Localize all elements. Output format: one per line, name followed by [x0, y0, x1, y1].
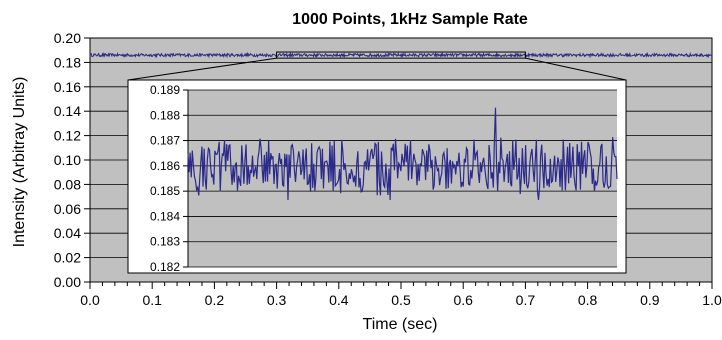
x-tick-label: 0.8 [578, 292, 598, 308]
x-tick-label: 1.0 [702, 292, 722, 308]
y-tick-label: 0.14 [54, 103, 81, 119]
inset-y-tick-label: 0.185 [150, 184, 180, 198]
inset-y-tick-label: 0.187 [150, 134, 180, 148]
y-tick-label: 0.00 [54, 274, 81, 290]
x-tick-label: 0.6 [453, 292, 473, 308]
inset-plot-area [188, 90, 617, 267]
x-tick-label: 0.4 [329, 292, 349, 308]
zoom-connector-right [525, 57, 627, 81]
y-axis-label: Intensity (Arbitray Units) [11, 77, 28, 248]
x-tick-label: 0.1 [142, 292, 162, 308]
y-tick-label: 0.02 [54, 250, 81, 266]
x-tick-label: 0.9 [640, 292, 660, 308]
plot-layer: 0.00 0.02 0.04 0.06 0.08 0.10 0.12 0.14 0.16 0.18… [54, 30, 722, 308]
chart-title: 1000 Points, 1kHz Sample Rate [292, 11, 528, 28]
x-tick-label: 0.3 [267, 292, 287, 308]
zoom-connector-left [127, 57, 277, 81]
x-tick-label: 0.2 [205, 292, 225, 308]
y-tick-label: 0.04 [54, 225, 81, 241]
inset-y-tick-label: 0.188 [150, 108, 180, 122]
x-tick-label: 0.0 [80, 292, 100, 308]
inset-y-tick-label: 0.182 [150, 260, 180, 274]
y-tick-label: 0.06 [54, 201, 81, 217]
inset-y-tick-label: 0.186 [150, 159, 180, 173]
main-series-line [89, 51, 713, 59]
y-tick-label: 0.18 [54, 54, 81, 70]
x-axis-label: Time (sec) [363, 316, 438, 333]
inset-y-tick-label: 0.184 [150, 209, 180, 223]
y-tick-label: 0.08 [54, 176, 81, 192]
y-tick-label: 0.20 [54, 30, 81, 46]
inset-y-tick-label: 0.189 [150, 83, 180, 97]
inset-series-line [187, 107, 618, 201]
inset-y-tick-label: 0.183 [150, 235, 180, 249]
y-tick-label: 0.16 [54, 79, 81, 95]
zoom-region-box [276, 51, 526, 59]
y-tick-label: 0.12 [54, 128, 81, 144]
y-tick-label: 0.10 [54, 152, 81, 168]
x-tick-label: 0.7 [516, 292, 536, 308]
x-tick-label: 0.5 [391, 292, 411, 308]
